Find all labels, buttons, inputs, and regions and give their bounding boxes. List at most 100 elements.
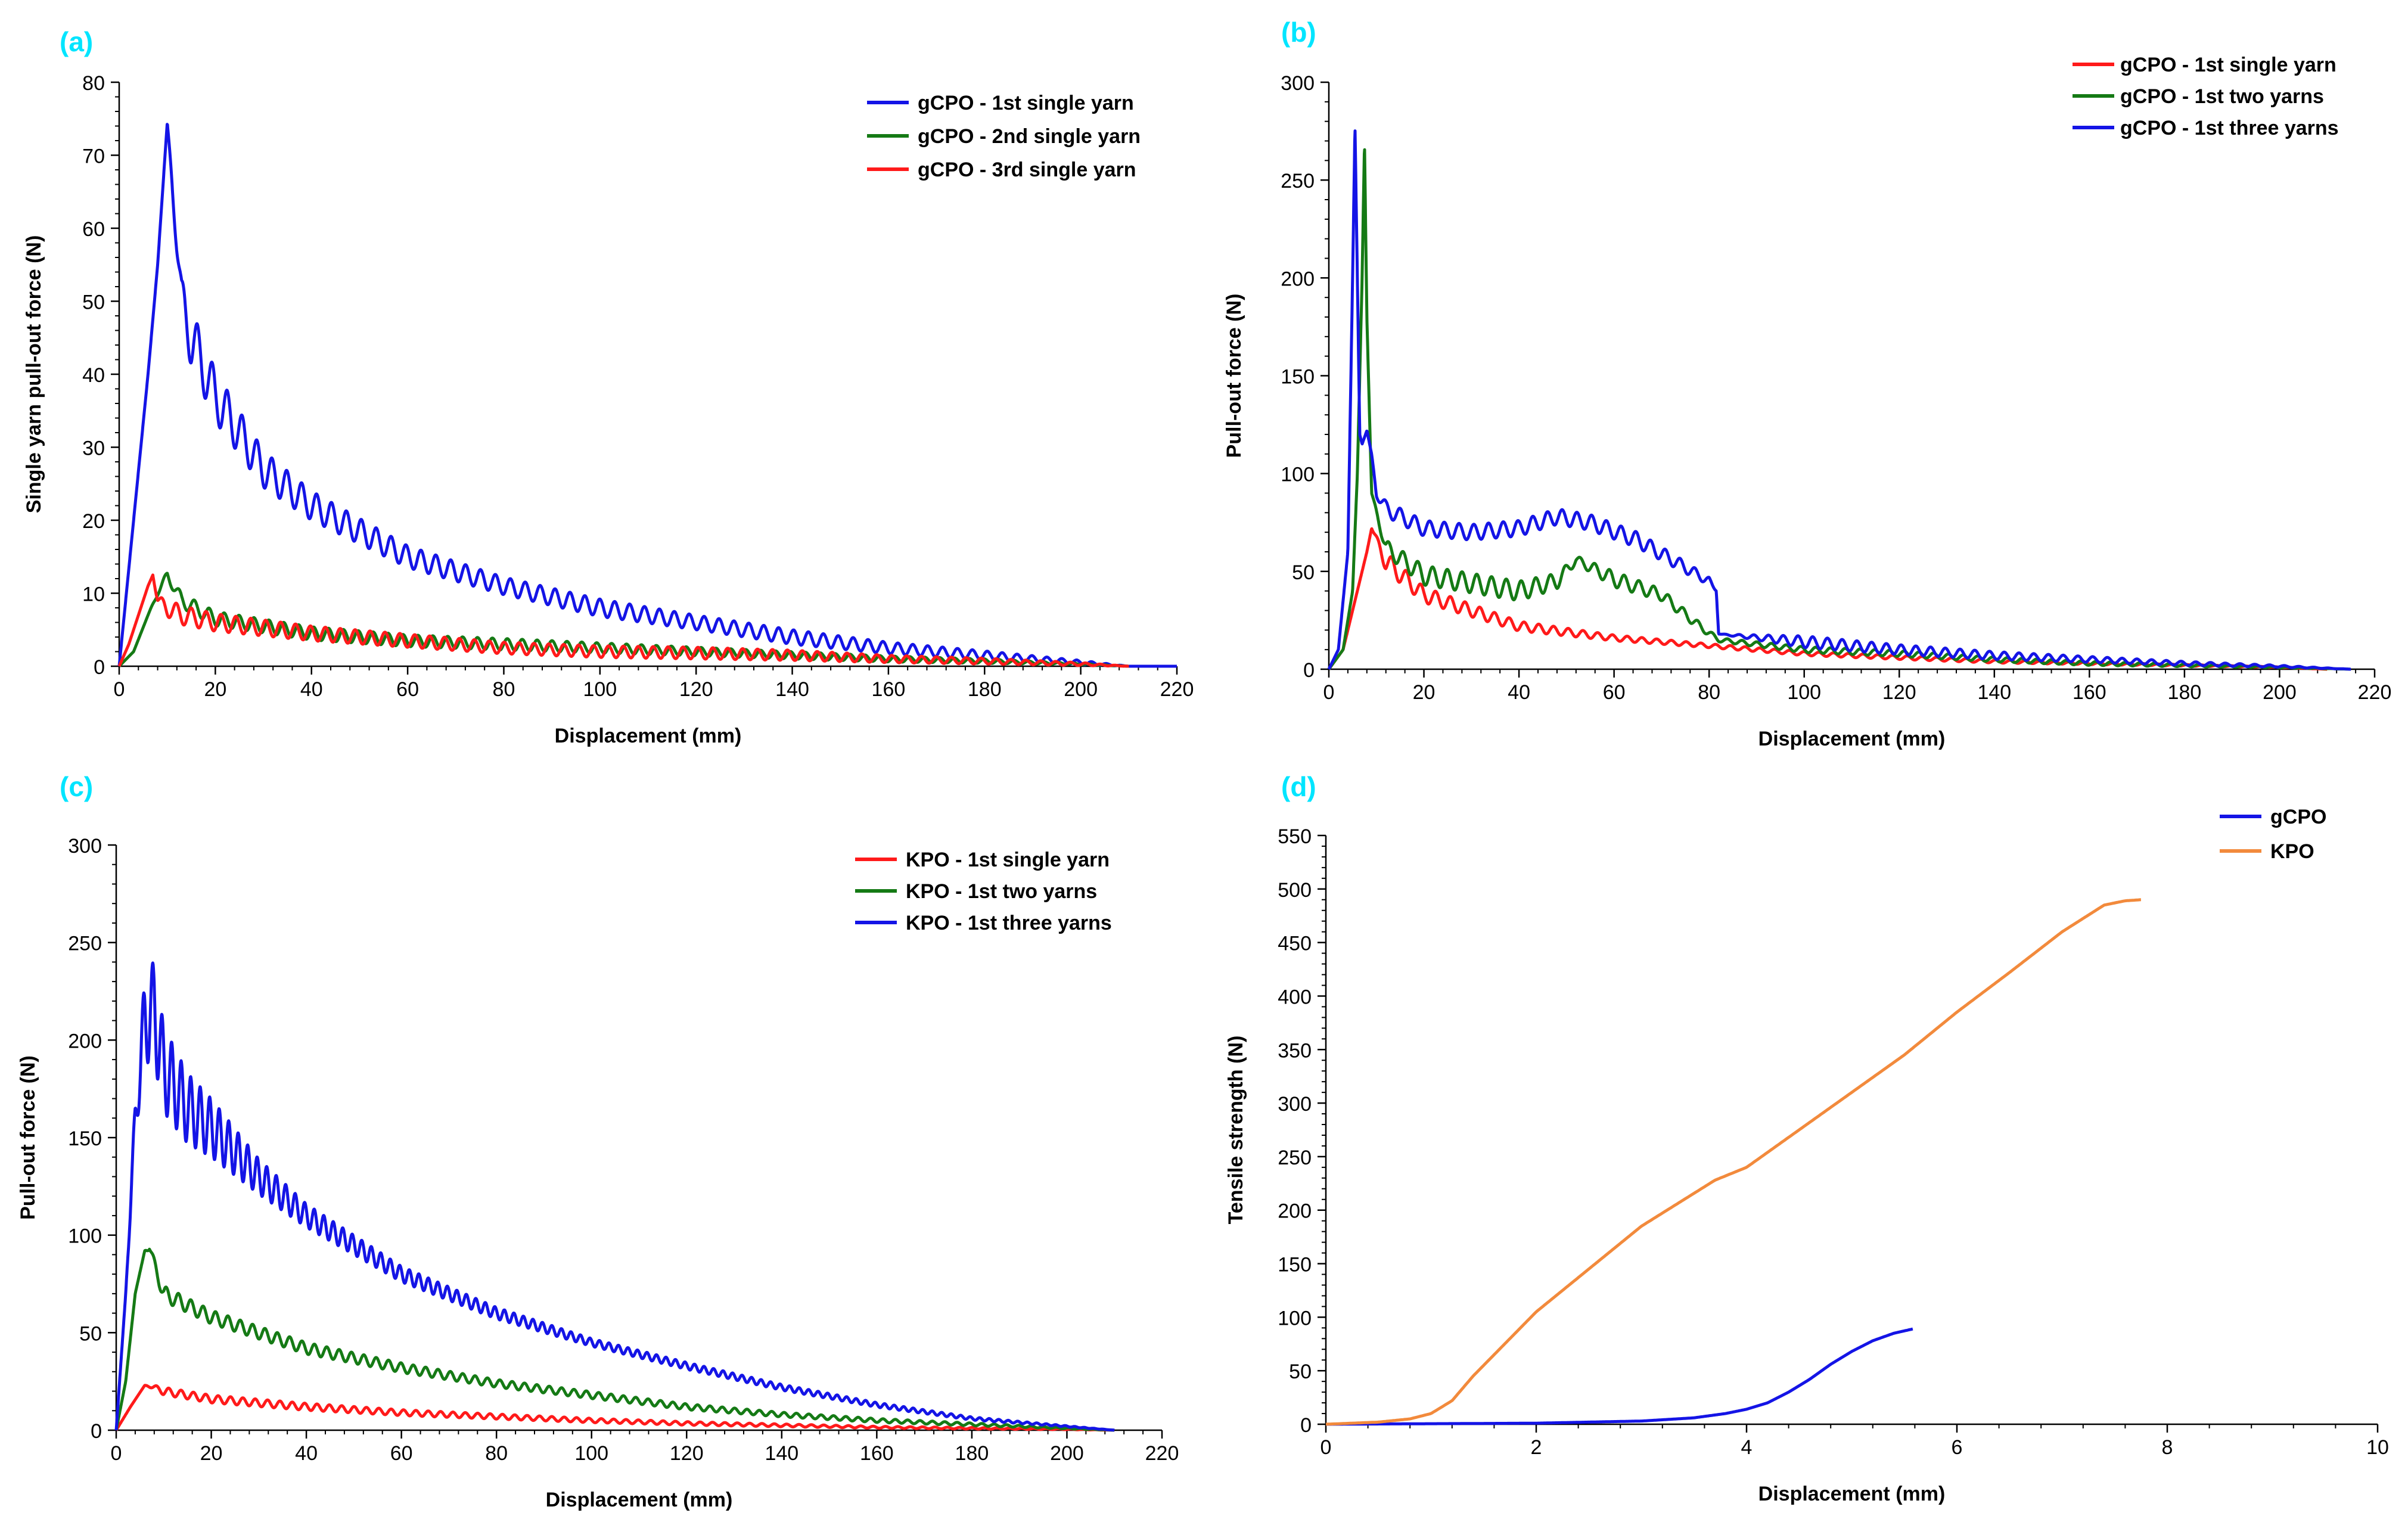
x-tick-label: 20 xyxy=(204,678,226,701)
x-tick-label: 40 xyxy=(1508,681,1530,704)
x-tick-label: 200 xyxy=(1064,678,1098,701)
x-tick-label: 100 xyxy=(574,1442,608,1465)
x-tick-label: 20 xyxy=(1413,681,1436,704)
y-tick-label: 400 xyxy=(1278,986,1312,1008)
panel-label: (c) xyxy=(60,771,93,802)
panel-a: (a) 0 10 20 30 40 50 60 70 80 0 20 40 60 80 100 120 140 16… xyxy=(23,26,1194,747)
x-tick-label: 60 xyxy=(390,1442,413,1465)
series-line-d-1 xyxy=(1325,1327,1913,1426)
x-axis-title: Displacement (mm) xyxy=(1758,1483,1946,1505)
y-tick-label: 10 xyxy=(82,583,105,606)
y-tick-label: 0 xyxy=(1300,1414,1312,1437)
y-axis-title: Pull-out force (N) xyxy=(17,1055,39,1220)
y-tick-label: 300 xyxy=(1278,1093,1312,1116)
y-tick-label: 40 xyxy=(82,364,105,387)
y-tick-label: 450 xyxy=(1278,933,1312,955)
y-tick-label: 50 xyxy=(82,291,105,314)
x-tick-label: 160 xyxy=(2073,681,2106,704)
legend-label: gCPO - 1st three yarns xyxy=(2120,117,2339,139)
y-tick-label: 60 xyxy=(82,218,105,241)
panel-b: (b) 0 50 100 150 200 250 300 0 20 40 60 80 100 120 140 1… xyxy=(1223,17,2391,750)
x-tick-label: 60 xyxy=(1603,681,1626,704)
x-tick-label: 0 xyxy=(1323,681,1335,704)
y-tick-label: 200 xyxy=(1278,1200,1312,1223)
legend-label: KPO - 1st three yarns xyxy=(906,912,1112,934)
x-tick-label: 8 xyxy=(2162,1436,2173,1459)
y-tick-label: 80 xyxy=(82,72,105,95)
y-tick-label: 550 xyxy=(1278,825,1312,848)
y-tick-label: 30 xyxy=(82,437,105,460)
panel-label: (b) xyxy=(1281,17,1316,48)
series-line-a-1 xyxy=(117,123,1178,668)
legend: gCPO KPO xyxy=(2220,806,2326,863)
x-axis-title: Displacement (mm) xyxy=(1758,728,1946,750)
x-tick-label: 40 xyxy=(300,678,323,701)
y-axis-title: Pull-out force (N) xyxy=(1223,294,1245,458)
series-line-c-2 xyxy=(114,1247,1116,1432)
panel-label: (d) xyxy=(1281,771,1316,802)
x-tick-label: 100 xyxy=(1787,681,1821,704)
x-tick-label: 4 xyxy=(1741,1436,1753,1459)
x-tick-label: 120 xyxy=(1882,681,1916,704)
x-tick-label: 80 xyxy=(493,678,515,701)
y-tick-label: 50 xyxy=(1289,1360,1312,1383)
x-tick-label: 10 xyxy=(2366,1436,2389,1459)
legend: gCPO - 1st single yarn gCPO - 1st two yar… xyxy=(2073,54,2339,139)
panel-label: (a) xyxy=(60,26,93,57)
y-tick-label: 350 xyxy=(1278,1039,1312,1062)
y-tick-label: 0 xyxy=(91,1420,102,1443)
panel-c: (c) 0 50 100 150 200 250 300 0 20 40 60 80 100 120 140 1… xyxy=(17,771,1179,1511)
x-axis-title: Displacement (mm) xyxy=(546,1489,733,1511)
x-tick-label: 200 xyxy=(2263,681,2297,704)
x-tick-label: 200 xyxy=(1050,1442,1084,1465)
legend-label: gCPO - 1st two yarns xyxy=(2120,85,2324,108)
panel-d: (d) 0 50 100 150 200 250 300 350 400 450 500 550 0 2 4 6… xyxy=(1225,771,2389,1505)
x-tick-label: 140 xyxy=(775,678,809,701)
legend-label: gCPO - 3rd single yarn xyxy=(918,159,1136,181)
x-tick-label: 140 xyxy=(765,1442,798,1465)
x-tick-label: 80 xyxy=(1698,681,1720,704)
legend-label: gCPO - 2nd single yarn xyxy=(918,125,1141,148)
series-line-b-3 xyxy=(1327,129,2352,671)
x-tick-label: 180 xyxy=(955,1442,989,1465)
y-tick-label: 250 xyxy=(68,933,102,955)
y-tick-label: 200 xyxy=(68,1030,102,1052)
y-tick-label: 100 xyxy=(1281,464,1315,486)
y-tick-label: 300 xyxy=(1281,72,1315,95)
y-tick-label: 500 xyxy=(1278,879,1312,902)
x-tick-label: 0 xyxy=(114,678,125,701)
x-tick-label: 0 xyxy=(1320,1436,1332,1459)
series-line-a-3 xyxy=(117,573,1130,668)
legend-label: KPO - 1st single yarn xyxy=(906,849,1110,871)
legend-label: gCPO - 1st single yarn xyxy=(918,92,1134,114)
y-tick-label: 250 xyxy=(1281,170,1315,192)
legend-label: KPO - 1st two yarns xyxy=(906,880,1097,903)
x-tick-label: 180 xyxy=(968,678,1002,701)
x-tick-label: 60 xyxy=(396,678,419,701)
legend: KPO - 1st single yarn KPO - 1st two yarns… xyxy=(855,849,1112,934)
x-tick-label: 2 xyxy=(1531,1436,1542,1459)
y-tick-label: 150 xyxy=(1278,1254,1312,1276)
series-line-c-1 xyxy=(114,1384,1116,1432)
legend-label: KPO xyxy=(2270,840,2314,863)
x-tick-label: 180 xyxy=(2168,681,2202,704)
y-tick-label: 50 xyxy=(1292,561,1315,584)
x-tick-label: 220 xyxy=(2358,681,2392,704)
x-tick-label: 80 xyxy=(485,1442,508,1465)
x-tick-label: 220 xyxy=(1145,1442,1179,1465)
y-tick-label: 0 xyxy=(1303,659,1315,682)
y-tick-label: 100 xyxy=(68,1225,102,1248)
y-tick-label: 150 xyxy=(68,1127,102,1150)
x-tick-label: 160 xyxy=(860,1442,894,1465)
y-tick-label: 100 xyxy=(1278,1307,1312,1329)
series-line-d-2 xyxy=(1325,898,2142,1426)
y-tick-label: 300 xyxy=(68,835,102,858)
x-tick-label: 140 xyxy=(1977,681,2011,704)
y-tick-label: 250 xyxy=(1278,1147,1312,1169)
x-tick-label: 160 xyxy=(872,678,906,701)
y-tick-label: 70 xyxy=(82,145,105,168)
y-tick-label: 200 xyxy=(1281,268,1315,290)
y-axis-title: Tensile strength (N) xyxy=(1225,1036,1247,1225)
legend-label: gCPO - 1st single yarn xyxy=(2120,54,2336,76)
